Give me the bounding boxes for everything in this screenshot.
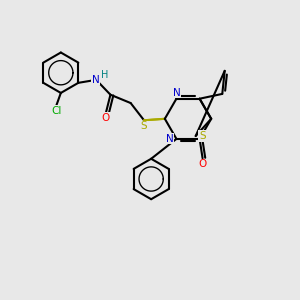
Text: N: N bbox=[92, 75, 100, 85]
Text: N: N bbox=[166, 134, 174, 144]
Text: S: S bbox=[199, 131, 206, 141]
Text: Cl: Cl bbox=[51, 106, 62, 116]
Text: S: S bbox=[141, 121, 147, 131]
Text: O: O bbox=[102, 113, 110, 123]
Text: N: N bbox=[172, 88, 180, 98]
Text: H: H bbox=[101, 70, 108, 80]
Text: O: O bbox=[199, 159, 207, 169]
